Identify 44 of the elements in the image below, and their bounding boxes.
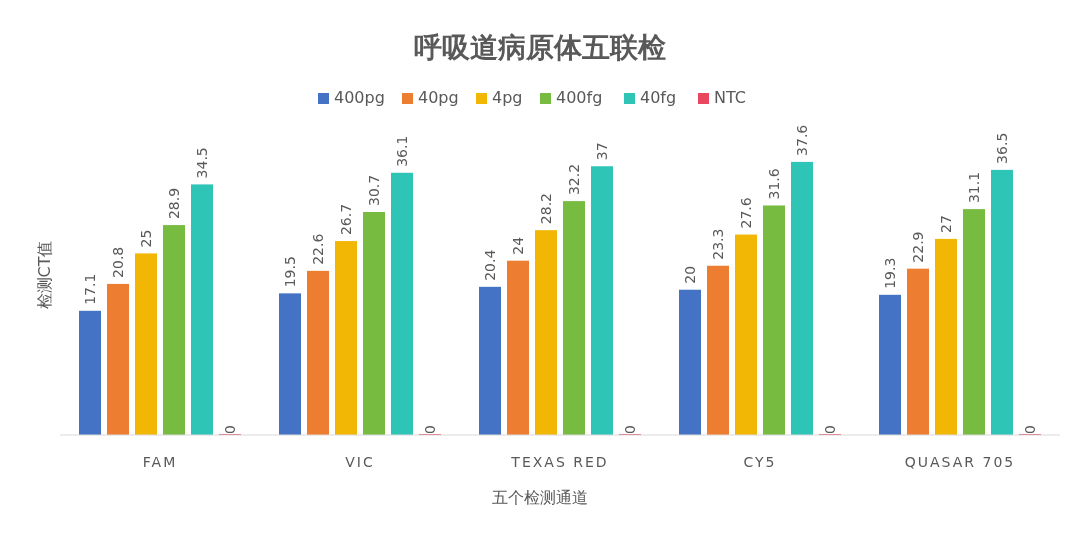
data-label: 28.2 xyxy=(538,193,554,225)
data-label: 36.1 xyxy=(394,135,410,167)
data-label: 24 xyxy=(510,236,526,255)
x-tick-label: TEXAS RED xyxy=(510,454,609,470)
legend-label: NTC xyxy=(714,88,746,107)
legend-label: 4pg xyxy=(492,88,523,107)
x-tick-label: VIC xyxy=(345,454,375,470)
legend-label: 40pg xyxy=(418,88,459,107)
data-label: 0 xyxy=(1022,425,1038,434)
data-label: 19.5 xyxy=(282,256,298,288)
data-label: 27 xyxy=(938,215,954,233)
data-label: 23.3 xyxy=(710,228,726,260)
data-label: 22.6 xyxy=(310,233,326,265)
y-axis-title: 检测CT值 xyxy=(35,240,54,310)
legend-label: 40fg xyxy=(640,88,677,107)
data-label: 26.7 xyxy=(338,203,354,236)
data-label: 0 xyxy=(822,425,838,434)
data-label: 31.1 xyxy=(966,171,982,204)
data-label: 20 xyxy=(682,265,698,284)
data-label: 20.8 xyxy=(110,246,126,278)
data-label: 30.7 xyxy=(366,174,382,207)
data-label: 19.3 xyxy=(882,257,898,289)
x-tick-label: FAM xyxy=(142,454,178,470)
data-label: 0 xyxy=(622,425,638,434)
data-label: 31.6 xyxy=(766,168,782,200)
data-label: 0 xyxy=(422,425,438,434)
legend-label: 400pg xyxy=(334,88,385,107)
data-label: 20.4 xyxy=(482,249,498,281)
data-label: 37 xyxy=(594,142,610,161)
data-label: 0 xyxy=(222,425,238,434)
data-label: 36.5 xyxy=(994,132,1010,164)
data-label: 27.6 xyxy=(738,197,754,229)
chart-title: 呼吸道病原体五联检 xyxy=(414,31,667,64)
x-tick-label: QUASAR 705 xyxy=(904,454,1016,470)
data-label: 25 xyxy=(138,229,154,248)
data-label: 28.9 xyxy=(166,187,182,220)
x-axis-title: 五个检测通道 xyxy=(492,488,588,507)
legend-label: 400fg xyxy=(556,88,603,107)
x-tick-label: CY5 xyxy=(743,454,777,470)
data-label: 37.6 xyxy=(794,124,810,156)
data-label: 17.1 xyxy=(82,273,98,305)
data-label: 32.2 xyxy=(566,163,582,196)
data-label: 34.5 xyxy=(194,147,210,179)
data-label: 22.9 xyxy=(910,231,926,263)
